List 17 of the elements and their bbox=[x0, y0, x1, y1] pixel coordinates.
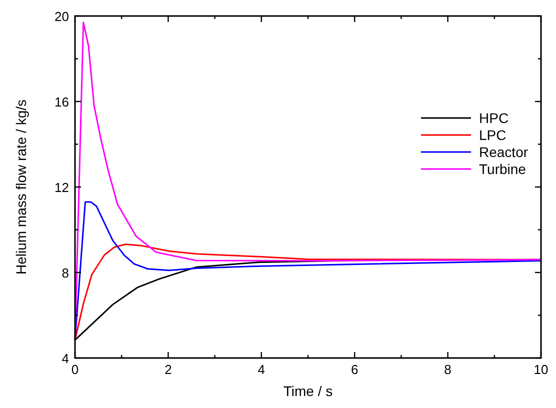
x-tick-label: 10 bbox=[534, 362, 548, 377]
y-tick-label: 8 bbox=[62, 266, 69, 280]
x-tick-label: 0 bbox=[71, 362, 79, 377]
x-axis-title: Time / s bbox=[283, 383, 333, 399]
y-axis-title: Helium mass flow rate / kg/s bbox=[13, 99, 29, 275]
x-tick-label: 6 bbox=[350, 362, 358, 377]
x-tick-label: 4 bbox=[258, 362, 266, 377]
y-tick-label: 20 bbox=[54, 9, 69, 24]
x-tick-label: 8 bbox=[444, 362, 452, 377]
x-tick-label: 2 bbox=[164, 362, 172, 377]
y-tick-label: 12 bbox=[54, 180, 69, 195]
legend-label: Reactor bbox=[479, 144, 528, 160]
legend-label: HPC bbox=[479, 110, 509, 126]
y-tick-label: 16 bbox=[54, 94, 69, 110]
y-tick-label: 4 bbox=[62, 351, 69, 366]
legend-label: LPC bbox=[479, 127, 506, 143]
legend-label: Turbine bbox=[479, 161, 526, 177]
